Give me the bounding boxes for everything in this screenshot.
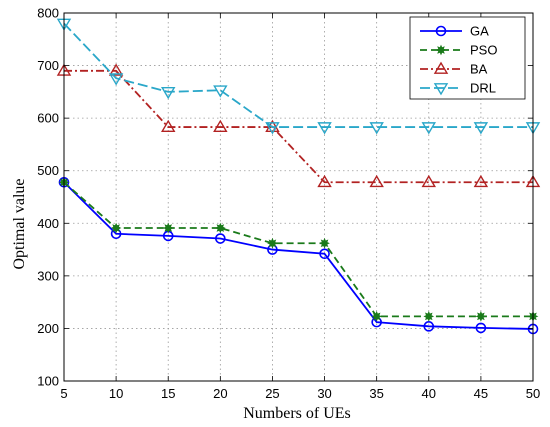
x-tick-label: 5	[60, 386, 67, 401]
x-tick-label: 40	[422, 386, 436, 401]
y-tick-label: 400	[37, 216, 59, 231]
data-point-pso	[371, 311, 382, 322]
data-point-ga	[215, 233, 226, 244]
legend-box	[409, 16, 526, 100]
x-tick-label: 45	[474, 386, 488, 401]
series-layer	[56, 18, 541, 335]
y-tick-label: 500	[37, 163, 59, 178]
ticks	[63, 12, 534, 382]
data-point-ba	[473, 174, 489, 188]
x-tick-label: 15	[161, 386, 175, 401]
data-point-ba	[265, 119, 280, 132]
data-point-ga	[475, 322, 487, 334]
y-tick-label: 300	[37, 268, 59, 283]
data-point-pso	[423, 311, 435, 322]
legend-label: DRL	[470, 81, 496, 96]
data-point-pso	[215, 222, 226, 234]
legend-marker	[433, 61, 449, 74]
data-point-ba	[160, 119, 176, 132]
data-point-drl	[473, 122, 489, 135]
legend: GA PSO BA DRL	[409, 16, 526, 100]
data-point-ba	[317, 174, 332, 188]
x-tick-label: 35	[369, 386, 383, 401]
y-tick-label: 700	[37, 58, 59, 73]
series-line-drl	[63, 22, 533, 128]
data-point-ba	[369, 174, 384, 188]
data-point-ga	[423, 321, 435, 332]
legend-marker	[435, 44, 447, 56]
series-line-pso	[63, 181, 533, 318]
legend-marker	[435, 25, 447, 37]
tick-labels: 5 10 15 20 25 30 35 40 45 50 100 200 300 400 500 600 700…	[37, 6, 540, 402]
x-tick-label: 25	[265, 386, 279, 401]
x-axis-title: Numbers of UEs	[243, 405, 351, 422]
data-point-drl	[160, 86, 176, 100]
x-tick-label: 10	[109, 386, 123, 401]
legend-label: GA	[470, 24, 489, 39]
x-tick-label: 20	[213, 386, 227, 401]
data-point-pso	[475, 311, 487, 322]
legend-entry-pso: PSO	[420, 43, 497, 58]
series-line-ba	[64, 69, 533, 184]
data-point-drl	[317, 122, 332, 135]
legend-marker	[433, 83, 449, 96]
y-tick-label: 100	[37, 374, 59, 389]
data-point-drl	[369, 122, 384, 135]
y-tick-label: 600	[37, 111, 59, 126]
y-tick-label: 800	[37, 6, 59, 21]
data-point-pso	[162, 222, 174, 234]
data-point-drl	[108, 73, 124, 86]
data-point-drl	[421, 122, 437, 135]
data-point-ga	[319, 248, 330, 260]
series-drl	[56, 18, 541, 135]
legend-entry-drl: DRL	[420, 81, 496, 96]
series-pso	[58, 176, 539, 322]
data-point-ba	[108, 63, 124, 76]
x-tick-label: 50	[526, 386, 540, 401]
legend-entry-ga: GA	[420, 24, 489, 39]
data-point-ba	[213, 119, 228, 132]
legend-entry-ba: BA	[420, 62, 488, 77]
series-ga	[58, 176, 539, 335]
plot-frame	[63, 12, 534, 382]
data-point-drl	[213, 85, 228, 98]
data-point-pso	[110, 222, 122, 234]
y-tick-label: 200	[37, 321, 59, 336]
data-point-pso	[267, 237, 278, 249]
legend-label: BA	[470, 62, 488, 77]
data-point-ba	[421, 174, 437, 188]
data-point-drl	[265, 122, 280, 135]
data-point-pso	[319, 237, 330, 249]
y-axis-title: Optimal value	[11, 178, 28, 269]
series-line-ga	[63, 181, 534, 330]
x-tick-label: 30	[317, 386, 331, 401]
legend-label: PSO	[470, 43, 497, 58]
